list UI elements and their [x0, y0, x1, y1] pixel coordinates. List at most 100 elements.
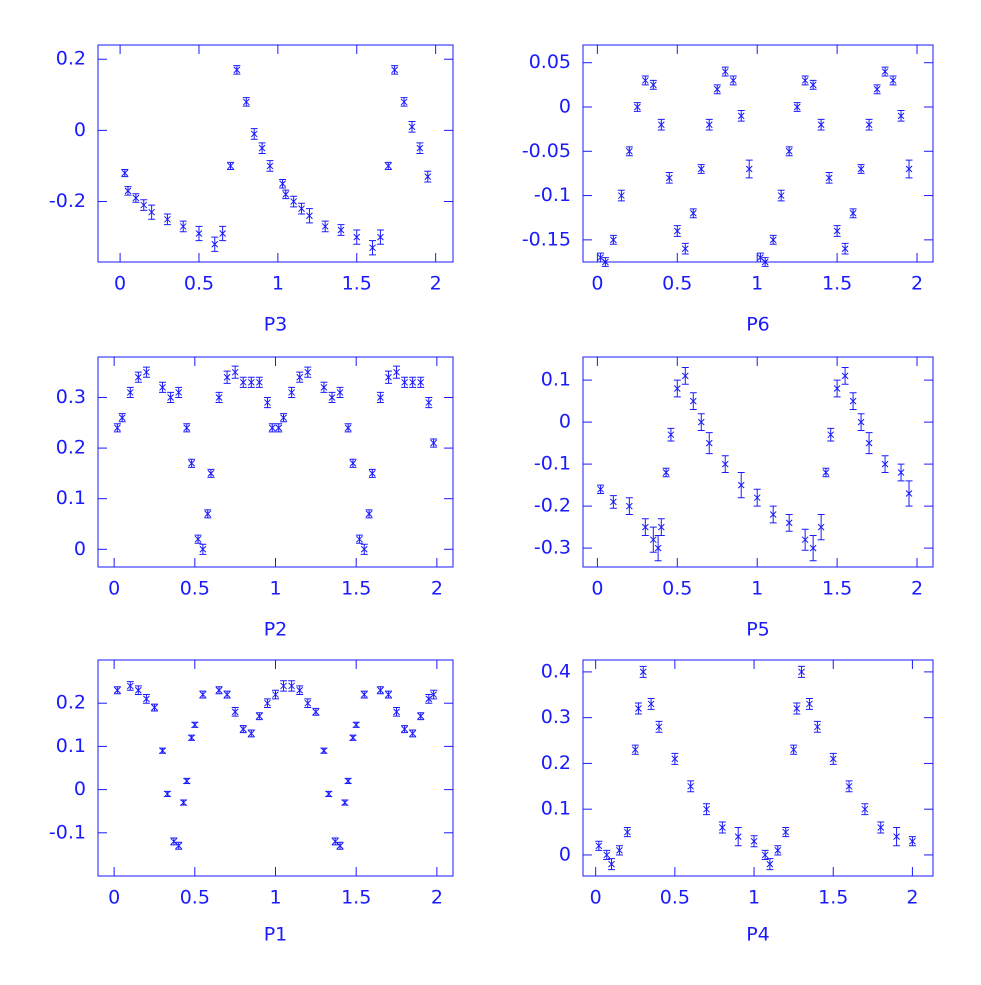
data-point — [275, 423, 283, 433]
data-point — [673, 379, 681, 398]
data-point — [368, 468, 376, 478]
data-point — [615, 845, 623, 856]
data-point — [336, 386, 344, 398]
x-tick-label: 0 — [108, 887, 120, 909]
data-point — [655, 720, 663, 733]
data-point — [633, 102, 641, 112]
data-point — [113, 686, 121, 695]
data-point — [263, 396, 271, 409]
data-point — [391, 65, 399, 75]
data-point — [337, 224, 345, 236]
y-tick-label: 0.05 — [529, 51, 571, 73]
data-point — [242, 97, 250, 107]
x-tick-label: 2 — [911, 578, 923, 600]
data-point — [908, 836, 916, 847]
data-point — [150, 703, 158, 712]
data-point — [801, 75, 809, 86]
data-point — [647, 697, 655, 710]
data-point — [121, 169, 129, 178]
data-point — [430, 689, 438, 700]
x-tick-label: 1.5 — [341, 887, 371, 909]
y-tick-label: 0.1 — [541, 798, 571, 820]
data-point — [817, 118, 825, 131]
data-point — [721, 66, 729, 77]
data-point — [697, 164, 705, 174]
data-point — [881, 66, 889, 77]
data-point — [195, 225, 203, 242]
data-point — [134, 371, 142, 383]
data-point — [841, 242, 849, 255]
data-point — [865, 432, 873, 455]
data-point — [737, 472, 745, 499]
data-point — [393, 707, 401, 717]
data-point — [785, 514, 793, 532]
data-point — [296, 371, 304, 383]
data-point — [893, 826, 901, 847]
x-tick-label: 1.5 — [822, 273, 852, 295]
x-axis-label: P4 — [746, 924, 770, 946]
data-point — [321, 220, 329, 233]
x-tick-label: 1.5 — [342, 273, 372, 295]
data-point — [360, 690, 368, 699]
data-point — [756, 252, 764, 263]
data-point — [798, 665, 806, 678]
data-point — [223, 690, 231, 699]
x-tick-label: 2 — [431, 578, 443, 600]
x-axis-label: P2 — [264, 619, 288, 641]
data-point — [408, 120, 416, 133]
data-point — [272, 689, 279, 700]
data-point — [625, 146, 633, 157]
data-point — [227, 161, 235, 171]
data-point — [282, 189, 290, 200]
data-point — [809, 535, 817, 562]
data-point — [424, 170, 432, 183]
data-point — [417, 712, 425, 721]
y-tick-label: 0.2 — [56, 48, 86, 70]
x-tick-label: 2 — [431, 887, 443, 909]
data-point — [215, 391, 223, 404]
data-point — [320, 381, 328, 393]
data-point — [250, 128, 258, 140]
data-point — [325, 790, 333, 798]
data-point — [841, 367, 849, 385]
data-point — [376, 391, 384, 404]
data-point — [118, 413, 126, 423]
data-point — [239, 376, 247, 388]
y-tick-label: 0.3 — [541, 706, 571, 728]
data-point — [215, 686, 223, 695]
data-point — [126, 681, 134, 691]
data-point — [734, 826, 742, 847]
data-point — [211, 236, 219, 252]
x-tick-label: 0.5 — [180, 578, 210, 600]
data-point — [631, 744, 639, 755]
data-point — [849, 208, 857, 219]
data-point — [777, 189, 785, 202]
x-tick-label: 1 — [269, 887, 281, 909]
data-point — [753, 488, 761, 507]
data-point — [609, 495, 617, 509]
data-point — [641, 75, 649, 86]
data-point — [188, 734, 196, 742]
data-point — [290, 195, 298, 208]
data-point — [617, 189, 625, 202]
data-point — [349, 458, 357, 468]
data-point — [199, 543, 207, 555]
data-point — [142, 694, 150, 704]
y-tick-label: 0.2 — [56, 692, 86, 714]
data-point — [180, 799, 188, 806]
plot-frame — [97, 44, 454, 263]
data-point — [384, 690, 392, 699]
data-point — [360, 543, 368, 555]
data-point — [861, 803, 869, 816]
data-point — [689, 392, 697, 410]
data-point — [857, 164, 865, 174]
data-point — [718, 821, 726, 834]
data-point — [416, 142, 424, 154]
data-point — [188, 458, 196, 468]
data-point — [336, 841, 344, 850]
data-point — [769, 234, 777, 245]
data-point — [126, 386, 134, 398]
data-point — [595, 840, 603, 851]
x-tick-label: 0.5 — [662, 273, 692, 295]
x-tick-label: 1.5 — [818, 887, 848, 909]
